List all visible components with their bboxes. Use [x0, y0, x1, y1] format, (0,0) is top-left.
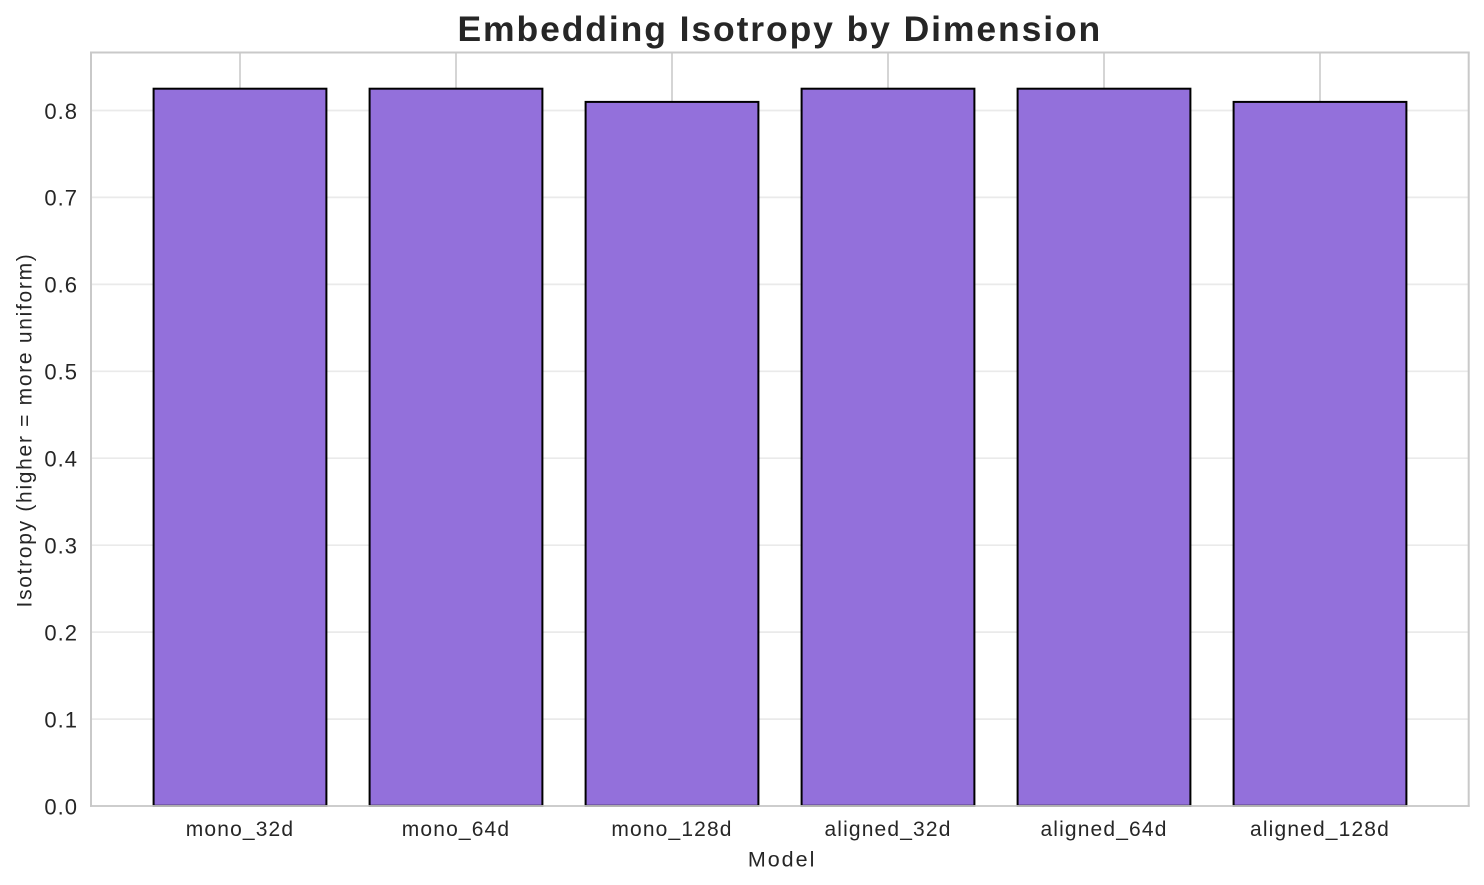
svg-text:aligned_128d: aligned_128d: [1250, 818, 1390, 841]
svg-text:mono_128d: mono_128d: [611, 818, 732, 841]
svg-text:0.6: 0.6: [44, 273, 78, 298]
svg-text:0.2: 0.2: [44, 620, 78, 645]
svg-text:0.5: 0.5: [44, 360, 78, 385]
svg-text:mono_32d: mono_32d: [186, 818, 294, 841]
svg-text:0.4: 0.4: [44, 447, 78, 472]
svg-text:mono_64d: mono_64d: [402, 818, 510, 841]
svg-text:Embedding Isotropy by Dimensio: Embedding Isotropy by Dimension: [457, 9, 1102, 49]
svg-text:0.3: 0.3: [44, 534, 78, 559]
svg-text:0.0: 0.0: [44, 794, 78, 819]
svg-text:0.7: 0.7: [44, 186, 78, 211]
svg-text:Model: Model: [748, 847, 817, 871]
svg-text:aligned_32d: aligned_32d: [824, 818, 951, 841]
svg-text:aligned_64d: aligned_64d: [1040, 818, 1167, 841]
svg-text:0.8: 0.8: [44, 99, 78, 124]
svg-text:Isotropy (higher = more unifor: Isotropy (higher = more uniform): [14, 253, 37, 608]
svg-text:0.1: 0.1: [44, 707, 78, 732]
